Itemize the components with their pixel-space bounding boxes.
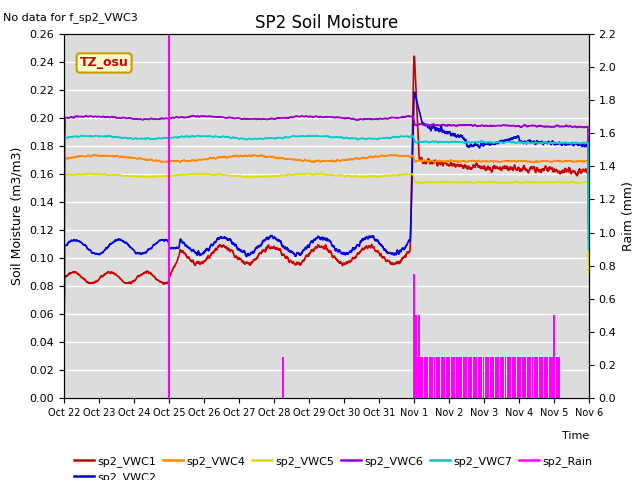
Bar xyxy=(483,357,484,398)
Bar xyxy=(497,357,499,398)
Bar xyxy=(441,357,443,398)
Bar xyxy=(429,357,431,398)
Bar xyxy=(418,315,420,398)
Y-axis label: Raim (mm): Raim (mm) xyxy=(622,181,635,251)
Text: TZ_osu: TZ_osu xyxy=(80,57,129,70)
Bar xyxy=(424,357,426,398)
Legend: sp2_VWC1, sp2_VWC2, sp2_VWC4, sp2_VWC5, sp2_VWC6, sp2_VWC7, sp2_Rain: sp2_VWC1, sp2_VWC2, sp2_VWC4, sp2_VWC5, … xyxy=(70,451,596,480)
Bar xyxy=(500,357,502,398)
Bar xyxy=(507,357,509,398)
Bar xyxy=(419,357,420,398)
Text: No data for f_sp2_VWC3: No data for f_sp2_VWC3 xyxy=(3,12,138,23)
Bar xyxy=(485,357,487,398)
Bar xyxy=(475,357,477,398)
Bar xyxy=(465,357,467,398)
Bar xyxy=(446,357,448,398)
Bar xyxy=(554,357,556,398)
Bar xyxy=(444,357,445,398)
Bar xyxy=(529,357,531,398)
Bar xyxy=(436,357,438,398)
Bar xyxy=(456,357,458,398)
Bar xyxy=(551,357,553,398)
Bar xyxy=(168,315,170,398)
Bar xyxy=(433,357,435,398)
Bar xyxy=(544,357,546,398)
Bar xyxy=(517,357,519,398)
Bar xyxy=(415,315,417,398)
Bar xyxy=(539,357,541,398)
Bar xyxy=(413,274,415,398)
Bar xyxy=(431,357,433,398)
Bar xyxy=(468,357,470,398)
Bar xyxy=(559,357,561,398)
Bar xyxy=(527,357,529,398)
Bar xyxy=(417,357,419,398)
Bar xyxy=(541,357,543,398)
Bar xyxy=(282,357,284,398)
Bar xyxy=(519,357,521,398)
Bar xyxy=(463,357,465,398)
Bar xyxy=(536,357,538,398)
Bar xyxy=(473,357,475,398)
Bar xyxy=(458,357,460,398)
Bar xyxy=(556,357,558,398)
Bar xyxy=(426,357,428,398)
Bar xyxy=(461,357,463,398)
Bar xyxy=(512,357,514,398)
Bar xyxy=(488,357,490,398)
Bar xyxy=(553,315,555,398)
Bar xyxy=(546,357,548,398)
Bar xyxy=(515,357,516,398)
Y-axis label: Soil Moisture (m3/m3): Soil Moisture (m3/m3) xyxy=(11,147,24,285)
Bar xyxy=(477,357,479,398)
Bar xyxy=(502,357,504,398)
Bar xyxy=(480,357,482,398)
Bar xyxy=(492,357,494,398)
Bar xyxy=(531,357,533,398)
Bar xyxy=(509,357,511,398)
Bar xyxy=(438,357,440,398)
Bar xyxy=(453,357,455,398)
Bar xyxy=(504,357,506,398)
Bar xyxy=(448,357,450,398)
Bar xyxy=(451,357,452,398)
Bar xyxy=(448,357,450,398)
Bar xyxy=(421,357,423,398)
Title: SP2 Soil Moisture: SP2 Soil Moisture xyxy=(255,14,398,32)
Bar xyxy=(522,357,524,398)
Bar xyxy=(524,357,526,398)
Text: Time: Time xyxy=(561,431,589,441)
Bar xyxy=(490,357,492,398)
Bar xyxy=(470,357,472,398)
Bar xyxy=(495,357,497,398)
Bar xyxy=(534,357,536,398)
Bar xyxy=(548,357,550,398)
